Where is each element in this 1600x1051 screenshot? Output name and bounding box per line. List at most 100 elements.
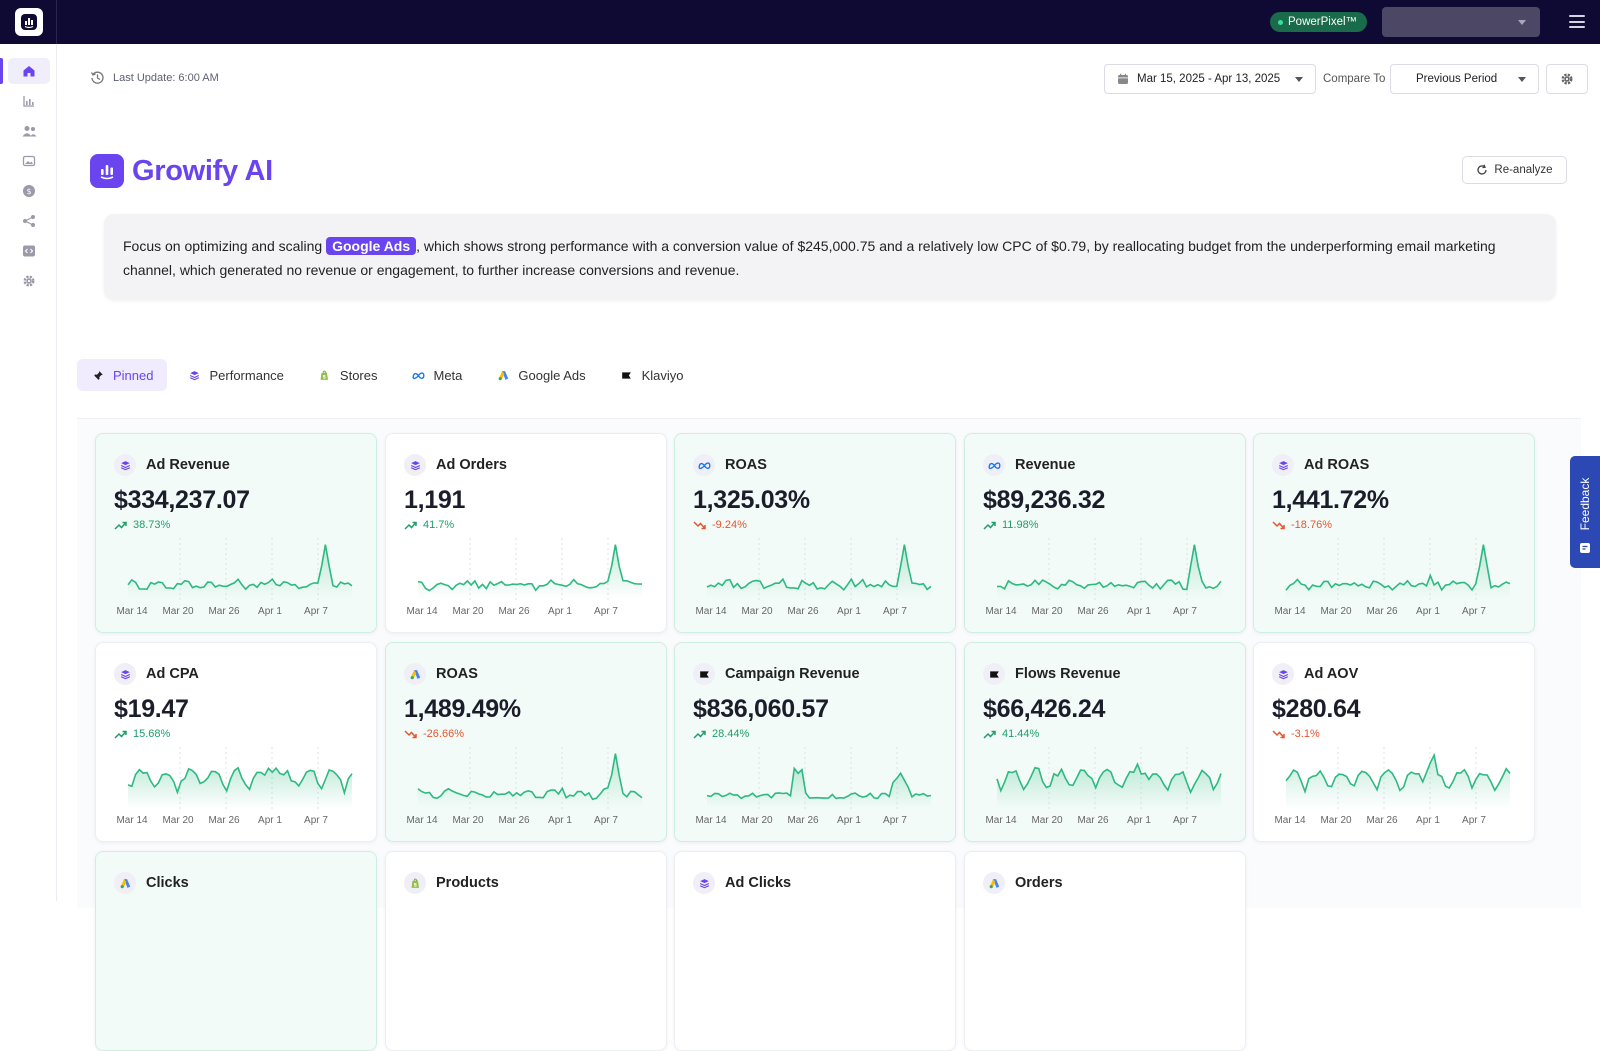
dashboard-tabs: Pinned Performance S Stores Meta Google Ads Kl…: [77, 359, 698, 391]
insight-suffix: , which shows strong performance with a …: [123, 238, 1496, 278]
klaviyo-icon: [983, 663, 1005, 685]
x-axis-label: Mar 20: [162, 815, 194, 826]
metric-value: $89,236.32: [983, 486, 1106, 514]
x-axis-label: Mar 26: [1366, 815, 1398, 826]
settings-button[interactable]: [1546, 64, 1588, 94]
metric-change: -3.1%: [1272, 728, 1320, 740]
gear-icon: [1561, 73, 1573, 85]
x-axis-label: Mar 14: [1274, 606, 1306, 617]
metric-card[interactable]: Campaign Revenue $836,060.57 28.44% Mar …: [674, 642, 956, 842]
sparkline-area: [707, 768, 931, 809]
metric-title: Ad ROAS: [1304, 457, 1370, 473]
x-axis-label: Mar 20: [452, 815, 484, 826]
x-axis-label: Apr 1: [548, 815, 572, 826]
metric-change: 11.98%: [983, 519, 1039, 531]
tab-google-ads[interactable]: Google Ads: [482, 359, 599, 391]
meta-icon: [983, 454, 1005, 476]
sidebar-item-creatives[interactable]: [8, 148, 50, 174]
metric-card-header: Campaign Revenue: [693, 663, 860, 685]
metric-card[interactable]: Ad Revenue $334,237.07 38.73% Mar 14 Mar …: [95, 433, 377, 633]
metric-card[interactable]: Clicks: [95, 851, 377, 1051]
sparkline-line: [127, 766, 353, 796]
tab-klaviyo[interactable]: Klaviyo: [606, 359, 698, 391]
metric-change-value: 41.44%: [1002, 728, 1040, 740]
growify-logo-icon: [21, 14, 37, 30]
metric-card-header: Ad Clicks: [693, 872, 791, 894]
sidebar-item-settings[interactable]: [8, 268, 50, 294]
tab-pinned[interactable]: Pinned: [77, 359, 168, 391]
feedback-label: Feedback: [1578, 477, 1592, 531]
sidebar: $: [0, 44, 57, 901]
metric-change-value: -18.76%: [1291, 519, 1332, 531]
metric-card[interactable]: Orders: [964, 851, 1246, 1051]
metric-value: $836,060.57: [693, 695, 829, 723]
sidebar-item-share[interactable]: [8, 208, 50, 234]
sidebar-item-users[interactable]: [8, 118, 50, 144]
metric-change-value: 15.68%: [133, 728, 171, 740]
sidebar-item-home[interactable]: [0, 58, 50, 84]
sparkline-chart: [706, 747, 932, 809]
gear-icon: [23, 275, 35, 287]
metric-card-header: Clicks: [114, 872, 189, 894]
powerpixel-badge[interactable]: PowerPixel™: [1270, 12, 1368, 32]
metric-card[interactable]: ROAS 1,489.49% -26.66% Mar 14 Mar 20 Mar 2…: [385, 642, 667, 842]
x-axis-label: Apr 1: [837, 606, 861, 617]
x-axis-label: Mar 26: [498, 606, 530, 617]
metric-card[interactable]: Ad AOV $280.64 -3.1% Mar 14 Mar 20 Mar 26 A…: [1253, 642, 1535, 842]
sparkline-line: [417, 544, 643, 592]
metric-card[interactable]: S Products: [385, 851, 667, 1051]
metric-card[interactable]: Ad Orders 1,191 41.7% Mar 14 Mar 20 Mar 26…: [385, 433, 667, 633]
sparkline-line: [996, 544, 1222, 591]
stack-icon: [1272, 454, 1294, 476]
sidebar-item-billing[interactable]: $: [8, 178, 50, 204]
google-ads-icon: [983, 872, 1005, 894]
sparkline-area: [1286, 544, 1510, 600]
app-logo[interactable]: [15, 8, 43, 36]
sidebar-item-developer[interactable]: [8, 238, 50, 264]
metric-card[interactable]: ROAS 1,325.03% -9.24% Mar 14 Mar 20 Mar 26…: [674, 433, 956, 633]
x-axis-label: Apr 1: [837, 815, 861, 826]
sparkline-line: [706, 766, 932, 800]
sidebar-item-analytics[interactable]: [8, 88, 50, 114]
metric-value: $66,426.24: [983, 695, 1106, 723]
metric-card[interactable]: Ad CPA $19.47 15.68% Mar 14 Mar 20 Mar 26 A…: [95, 642, 377, 842]
store-select[interactable]: [1382, 7, 1540, 37]
reanalyze-label: Re-analyze: [1494, 164, 1553, 176]
tab-performance[interactable]: Performance: [173, 359, 297, 391]
users-icon: [22, 126, 36, 137]
metric-title: ROAS: [725, 457, 767, 473]
metric-change-value: 28.44%: [712, 728, 750, 740]
chart-icon: [23, 96, 34, 107]
sparkline-area: [128, 544, 352, 600]
metric-title: Ad AOV: [1304, 666, 1359, 682]
metric-card-header: Flows Revenue: [983, 663, 1121, 685]
tab-stores[interactable]: S Stores: [304, 359, 392, 391]
metric-card[interactable]: Ad Clicks: [674, 851, 956, 1051]
x-axis-label: Apr 7: [883, 815, 907, 826]
x-axis-label: Apr 1: [258, 815, 282, 826]
metric-card[interactable]: Revenue $89,236.32 11.98% Mar 14 Mar 20 Ma…: [964, 433, 1246, 633]
klaviyo-icon: [693, 663, 715, 685]
metric-change: 15.68%: [114, 728, 170, 740]
feedback-button[interactable]: Feedback: [1570, 456, 1600, 568]
sparkline-x-axis: Mar 14 Mar 20 Mar 26 Apr 1 Apr 7: [983, 815, 1231, 829]
feedback-icon: [1580, 543, 1590, 553]
share-icon: [23, 215, 35, 227]
metric-card[interactable]: Flows Revenue $66,426.24 41.44% Mar 14 Ma…: [964, 642, 1246, 842]
metric-card-header: Revenue: [983, 454, 1075, 476]
metric-value: $19.47: [114, 695, 189, 723]
x-axis-label: Mar 26: [498, 815, 530, 826]
x-axis-label: Mar 26: [1077, 815, 1109, 826]
metric-card[interactable]: Ad ROAS 1,441.72% -18.76% Mar 14 Mar 20 Ma…: [1253, 433, 1535, 633]
date-range-picker[interactable]: Mar 15, 2025 - Apr 13, 2025: [1104, 64, 1316, 94]
compare-period-select[interactable]: Previous Period: [1390, 64, 1539, 94]
metric-title: Revenue: [1015, 457, 1076, 473]
x-axis-label: Mar 14: [985, 606, 1017, 617]
reanalyze-button[interactable]: Re-analyze: [1462, 156, 1567, 184]
menu-icon[interactable]: [1569, 15, 1585, 28]
shopify-icon: S: [404, 872, 426, 894]
x-axis-label: Apr 1: [258, 606, 282, 617]
tab-meta[interactable]: Meta: [397, 359, 476, 391]
metric-value: 1,441.72%: [1272, 486, 1389, 514]
x-axis-label: Mar 26: [1366, 606, 1398, 617]
